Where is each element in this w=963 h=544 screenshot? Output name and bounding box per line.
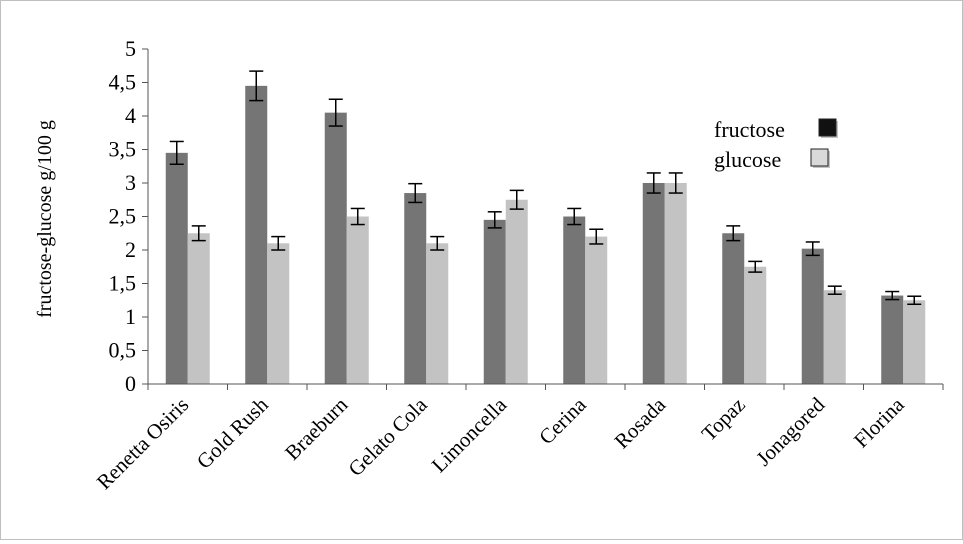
legend-swatch-glucose — [810, 148, 829, 167]
x-tick-label: Florina — [849, 392, 909, 452]
bar-fructose-1 — [245, 85, 268, 384]
x-tick-label: Limoncella — [427, 392, 512, 477]
y-tick-label: 0,5 — [109, 338, 137, 363]
x-tick-label: Gold Rush — [192, 392, 273, 473]
bar-fructose-8 — [801, 248, 824, 384]
y-tick-label: 2,5 — [109, 204, 137, 229]
legend-swatch-fructose — [818, 118, 837, 137]
bar-fructose-7 — [722, 233, 745, 384]
legend-label-glucose: glucose — [714, 147, 781, 172]
y-axis: 0 0,5 1 1,5 2 2,5 3 3,5 4 4,5 5 — [109, 36, 149, 396]
legend-label-fructose: fructose — [714, 117, 785, 142]
bar-glucose-7 — [744, 266, 767, 384]
x-tick-label: Renetta Osiris — [92, 393, 194, 495]
y-tick-label: 5 — [125, 36, 136, 61]
legend: fructose glucose — [714, 117, 838, 172]
bar-fructose-2 — [324, 112, 347, 385]
bar-fructose-6 — [642, 183, 665, 384]
x-tick-label: Cerina — [534, 392, 591, 449]
bar-glucose-6 — [664, 183, 687, 384]
y-tick-label: 3,5 — [109, 137, 137, 162]
bar-glucose-0 — [187, 233, 210, 384]
bars — [165, 85, 926, 385]
bar-glucose-1 — [267, 243, 290, 384]
x-tick-label: Jonagored — [751, 392, 829, 470]
bar-glucose-9 — [903, 300, 926, 384]
y-tick-label: 1 — [125, 304, 136, 329]
y-tick-label: 2 — [125, 237, 136, 262]
bar-fructose-4 — [483, 219, 506, 384]
bar-fructose-3 — [404, 193, 427, 384]
bar-glucose-4 — [505, 199, 528, 384]
y-tick-label: 1,5 — [109, 271, 137, 296]
bar-fructose-0 — [165, 152, 188, 384]
bar-glucose-5 — [585, 236, 608, 384]
x-tick-label: Gelato Cola — [343, 392, 432, 481]
x-tick-label: Rosada — [610, 392, 671, 453]
bar-glucose-8 — [823, 290, 846, 384]
bar-fructose-5 — [563, 216, 586, 384]
y-axis-label: fructose-glucose g/100 g — [34, 120, 56, 318]
y-tick-label: 3 — [125, 170, 136, 195]
bar-glucose-3 — [426, 243, 449, 384]
error-bars — [169, 70, 922, 306]
x-tick-label: Braeburn — [280, 392, 353, 465]
bar-glucose-2 — [346, 216, 369, 384]
y-tick-label: 4 — [125, 103, 136, 128]
y-tick-label: 0 — [125, 371, 136, 396]
y-tick-label: 4,5 — [109, 70, 137, 95]
x-tick-label: Topaz — [697, 393, 750, 446]
bar-fructose-9 — [881, 295, 904, 384]
